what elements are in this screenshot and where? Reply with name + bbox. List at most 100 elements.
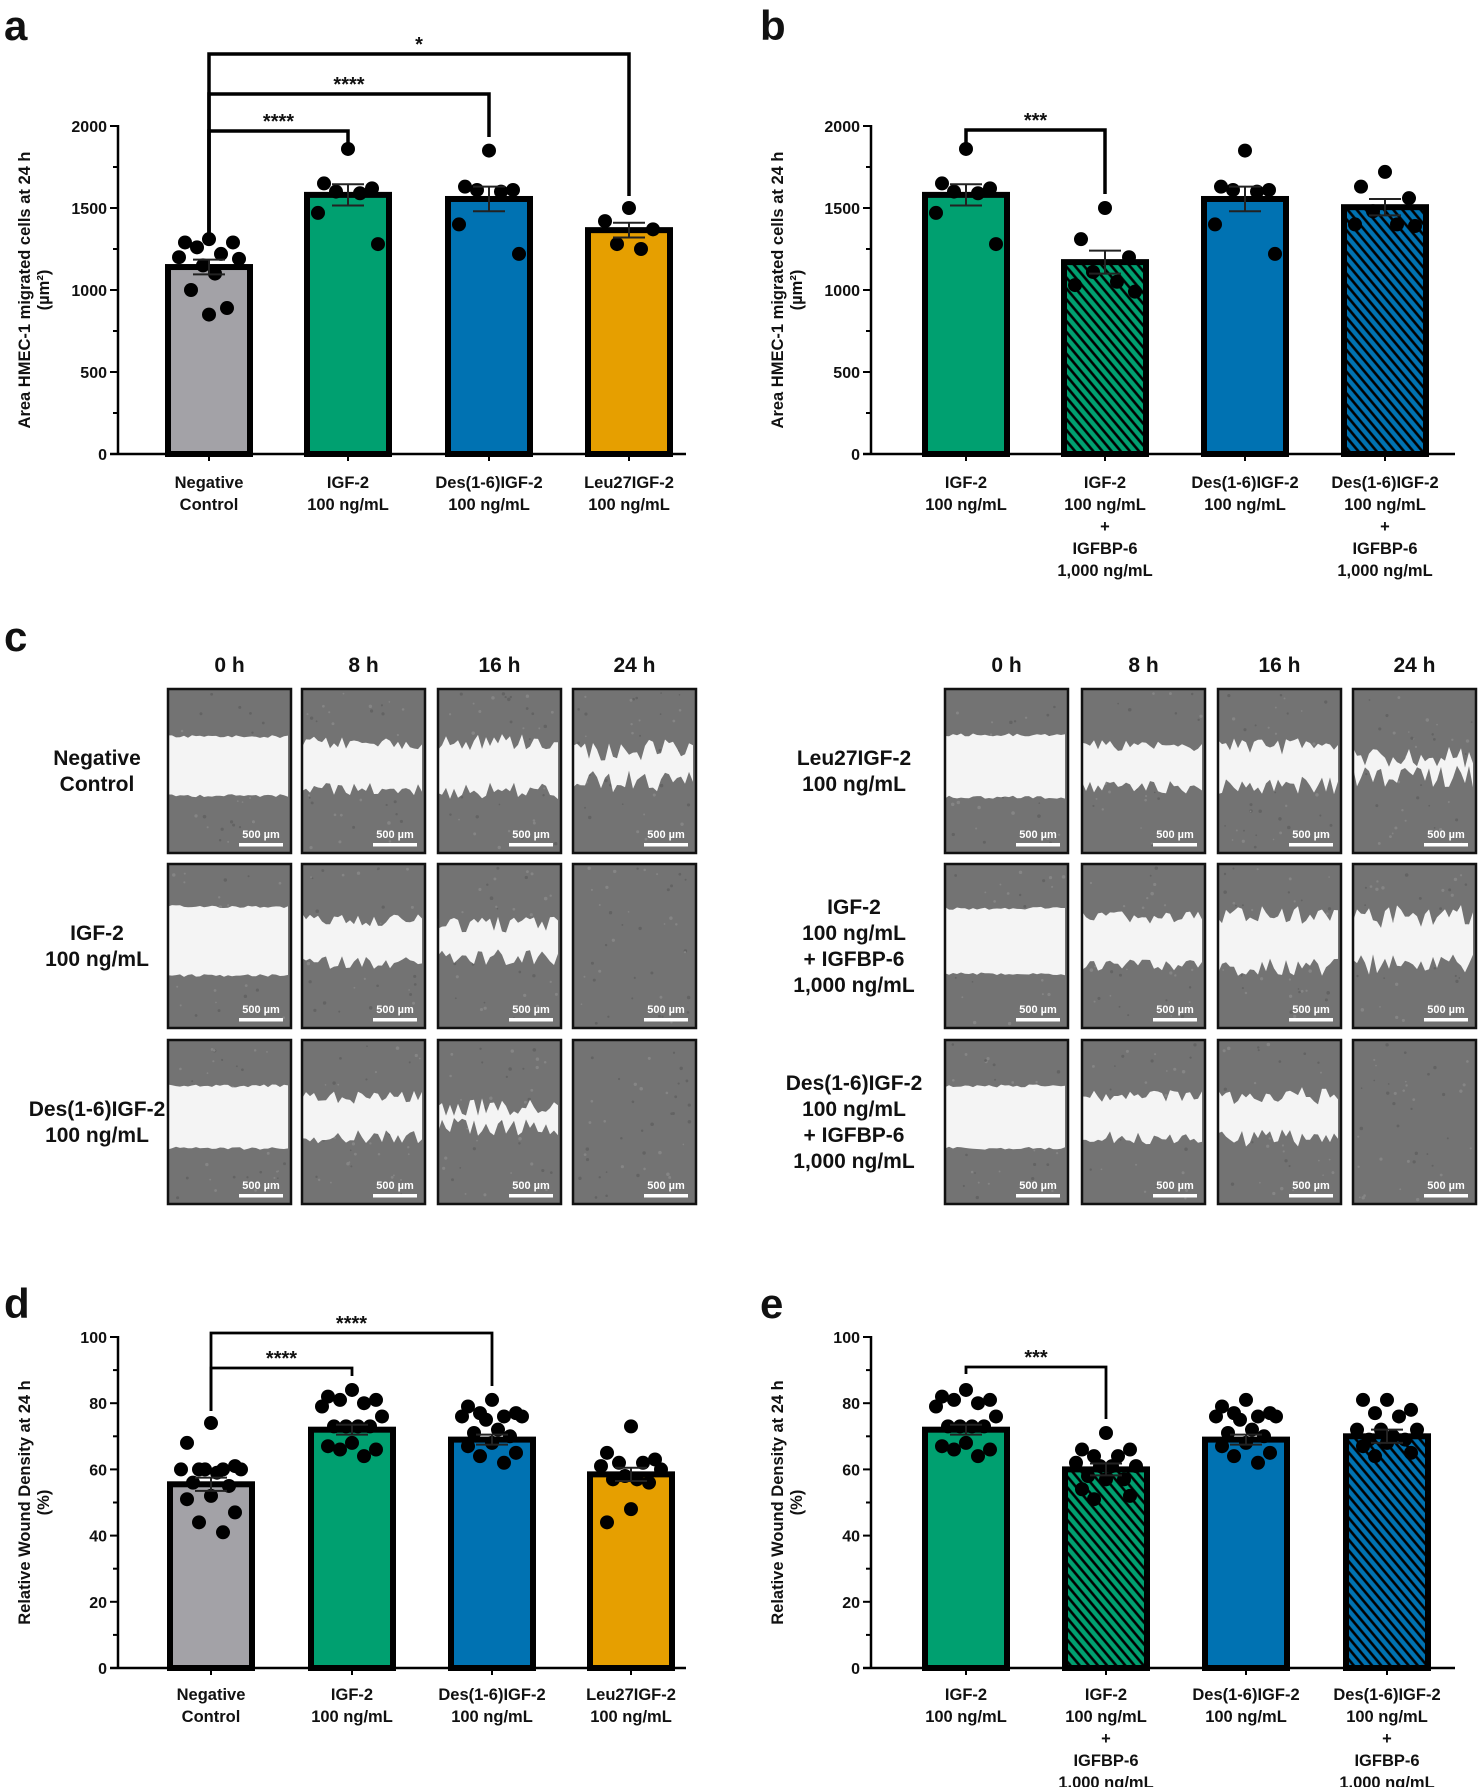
cell-texture xyxy=(636,830,640,834)
cell-texture xyxy=(611,938,615,942)
micrograph-frame xyxy=(436,1038,563,1206)
cell-texture xyxy=(604,943,608,947)
cell-texture xyxy=(472,1147,476,1151)
y-tick-label: 1500 xyxy=(71,201,107,218)
cell-texture xyxy=(1222,1049,1226,1053)
cell-texture xyxy=(993,900,996,903)
cell-texture xyxy=(1110,970,1114,974)
cell-texture xyxy=(449,1074,452,1078)
cell-texture xyxy=(1433,827,1436,829)
cell-texture xyxy=(535,1004,540,1008)
x-category-label: 1,000 ng/mL xyxy=(1337,562,1432,580)
cell-texture xyxy=(1223,872,1227,876)
x-category-label: 100 ng/mL xyxy=(588,496,670,514)
cell-texture xyxy=(1364,904,1367,907)
cell-texture xyxy=(523,993,527,997)
data-point xyxy=(977,1419,991,1434)
cell-texture xyxy=(523,1100,527,1104)
data-point xyxy=(226,235,240,250)
micrograph-left-r1-c0: 500 µm xyxy=(166,862,293,1030)
cell-texture xyxy=(1287,891,1291,894)
cell-texture xyxy=(191,1080,194,1083)
cell-texture xyxy=(509,695,512,699)
x-category-label: IGF-2 xyxy=(1084,474,1126,492)
cell-texture xyxy=(620,1165,624,1169)
cell-texture xyxy=(1403,1051,1407,1055)
cell-texture xyxy=(605,885,609,889)
cell-texture xyxy=(508,1067,512,1071)
cell-texture xyxy=(1033,1162,1037,1167)
cell-texture xyxy=(961,996,964,999)
cell-texture xyxy=(399,1014,402,1017)
cell-texture xyxy=(592,978,596,982)
cell-texture xyxy=(512,907,516,911)
data-point xyxy=(1123,1442,1137,1457)
cell-texture xyxy=(1127,708,1132,712)
cell-texture xyxy=(1453,877,1458,882)
cell-texture xyxy=(1038,802,1041,804)
cell-texture xyxy=(999,883,1002,886)
cell-texture xyxy=(631,731,634,735)
cell-texture xyxy=(1155,1185,1158,1188)
cell-texture xyxy=(1284,1159,1288,1163)
cell-texture xyxy=(1042,879,1046,883)
cell-texture xyxy=(510,1049,514,1053)
row-label: 100 ng/mL xyxy=(802,1098,906,1121)
cell-texture xyxy=(1435,1003,1440,1008)
cell-texture xyxy=(395,1046,400,1050)
cell-texture xyxy=(584,695,587,698)
cell-texture xyxy=(1249,810,1252,813)
scale-bar-label: 500 µm xyxy=(1427,829,1465,841)
cell-texture xyxy=(1013,720,1017,723)
micrograph-frame xyxy=(166,687,293,855)
cell-texture xyxy=(549,980,552,984)
cell-texture xyxy=(1364,886,1367,889)
cell-texture xyxy=(1405,1084,1408,1087)
cell-texture xyxy=(472,702,475,705)
cell-texture xyxy=(346,1161,350,1166)
scale-bar xyxy=(373,1018,417,1022)
cell-texture xyxy=(518,970,522,974)
cell-texture xyxy=(453,962,457,966)
cell-texture xyxy=(1240,974,1243,977)
cell-texture xyxy=(1154,866,1159,870)
cell-texture xyxy=(1412,1160,1416,1164)
cell-texture xyxy=(1241,986,1244,990)
cell-texture xyxy=(331,722,335,726)
cell-texture xyxy=(311,877,314,880)
cell-texture xyxy=(518,1136,522,1141)
y-tick-label: 60 xyxy=(89,1462,107,1479)
cell-texture xyxy=(612,869,617,874)
data-point xyxy=(509,1445,523,1460)
cell-texture xyxy=(205,1162,209,1167)
cell-texture xyxy=(1322,1174,1324,1176)
data-point xyxy=(202,307,216,322)
cell-texture xyxy=(687,1103,691,1107)
cell-texture xyxy=(1358,1196,1361,1199)
cell-texture xyxy=(210,1047,214,1051)
cell-texture xyxy=(1135,1163,1138,1166)
wound-gap xyxy=(302,736,422,796)
cell-texture xyxy=(1126,968,1128,971)
cell-texture xyxy=(450,1052,454,1056)
scale-bar-label: 500 µm xyxy=(512,829,550,841)
cell-texture xyxy=(238,826,242,829)
cell-texture xyxy=(1324,700,1328,704)
cell-texture xyxy=(1379,1006,1381,1008)
cell-texture xyxy=(232,823,236,827)
cell-texture xyxy=(1312,742,1316,746)
y-axis-title: Area HMEC-1 migrated cells at 24 h xyxy=(769,152,787,429)
cell-texture xyxy=(1174,712,1178,715)
data-point xyxy=(329,184,343,199)
panel-letter-b: b xyxy=(760,2,786,49)
micrograph-background xyxy=(573,1040,696,1204)
y-tick-label: 0 xyxy=(851,447,860,464)
data-point xyxy=(214,246,228,261)
data-point xyxy=(947,184,961,199)
scale-bar-label: 500 µm xyxy=(242,1180,280,1192)
micrograph-right-r2-c2: 500 µm xyxy=(1216,1038,1343,1206)
cell-texture xyxy=(1141,906,1145,910)
cell-texture xyxy=(677,1082,680,1085)
data-point xyxy=(1221,1425,1235,1440)
cell-texture xyxy=(1232,901,1236,905)
